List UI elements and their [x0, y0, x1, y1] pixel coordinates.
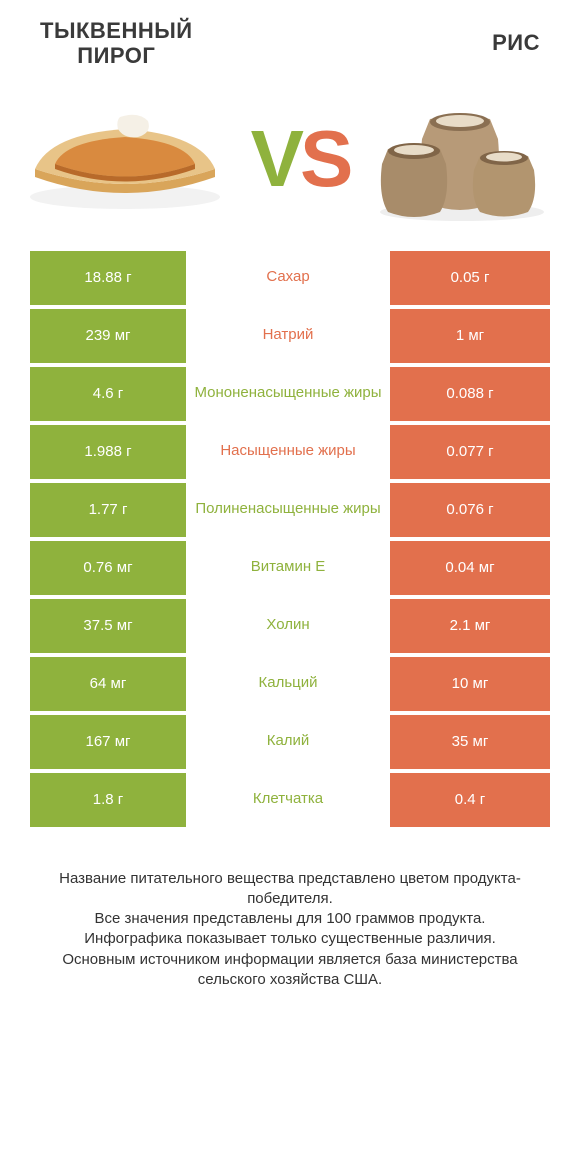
vs-s: S	[300, 113, 349, 205]
right-value: 0.04 мг	[390, 541, 550, 595]
left-product-title: ТЫКВЕННЫЙ ПИРОГ	[40, 18, 193, 69]
right-value: 0.4 г	[390, 773, 550, 827]
right-product-title: РИС	[492, 18, 540, 69]
footer-line: Основным источником информации является …	[30, 950, 550, 991]
right-value: 35 мг	[390, 715, 550, 769]
table-row: 0.76 мгВитамин E0.04 мг	[30, 541, 550, 599]
left-value: 239 мг	[30, 309, 190, 363]
nutrient-label: Мононенасыщенные жиры	[190, 367, 390, 421]
title-line: ТЫКВЕННЫЙ	[40, 18, 193, 43]
vs-label: VS	[251, 113, 350, 205]
nutrient-label: Клетчатка	[190, 773, 390, 827]
footer-notes: Название питательного вещества представл…	[0, 831, 580, 991]
right-value: 10 мг	[390, 657, 550, 711]
nutrient-label: Холин	[190, 599, 390, 653]
nutrient-label: Насыщенные жиры	[190, 425, 390, 479]
pumpkin-pie-icon	[20, 99, 230, 219]
right-value: 1 мг	[390, 309, 550, 363]
left-value: 1.8 г	[30, 773, 190, 827]
right-value: 2.1 мг	[390, 599, 550, 653]
right-value: 0.076 г	[390, 483, 550, 537]
hero-row: VS	[0, 69, 580, 239]
footer-line: Все значения представлены для 100 граммо…	[30, 909, 550, 929]
table-row: 4.6 гМононенасыщенные жиры0.088 г	[30, 367, 550, 425]
nutrient-label: Полиненасыщенные жиры	[190, 483, 390, 537]
footer-line: Инфографика показывает только существенн…	[30, 929, 550, 949]
footer-line: Название питательного вещества представл…	[30, 869, 550, 910]
table-row: 1.988 гНасыщенные жиры0.077 г	[30, 425, 550, 483]
nutrient-label: Кальций	[190, 657, 390, 711]
left-value: 4.6 г	[30, 367, 190, 421]
left-value: 64 мг	[30, 657, 190, 711]
table-row: 1.8 гКлетчатка0.4 г	[30, 773, 550, 831]
nutrient-label: Витамин E	[190, 541, 390, 595]
right-value: 0.077 г	[390, 425, 550, 479]
left-value: 0.76 мг	[30, 541, 190, 595]
right-value: 0.088 г	[390, 367, 550, 421]
nutrient-label: Натрий	[190, 309, 390, 363]
rice-bags-icon	[370, 94, 550, 224]
header: ТЫКВЕННЫЙ ПИРОГ РИС	[0, 0, 580, 69]
nutrient-label: Сахар	[190, 251, 390, 305]
left-value: 18.88 г	[30, 251, 190, 305]
nutrient-label: Калий	[190, 715, 390, 769]
table-row: 37.5 мгХолин2.1 мг	[30, 599, 550, 657]
table-row: 239 мгНатрий1 мг	[30, 309, 550, 367]
vs-v: V	[251, 113, 300, 205]
title-line: ПИРОГ	[40, 43, 193, 68]
left-value: 1.988 г	[30, 425, 190, 479]
right-value: 0.05 г	[390, 251, 550, 305]
left-value: 1.77 г	[30, 483, 190, 537]
left-value: 37.5 мг	[30, 599, 190, 653]
table-row: 167 мгКалий35 мг	[30, 715, 550, 773]
table-row: 64 мгКальций10 мг	[30, 657, 550, 715]
table-row: 1.77 гПолиненасыщенные жиры0.076 г	[30, 483, 550, 541]
table-row: 18.88 гСахар0.05 г	[30, 251, 550, 309]
comparison-table: 18.88 гСахар0.05 г239 мгНатрий1 мг4.6 гМ…	[0, 239, 580, 831]
left-value: 167 мг	[30, 715, 190, 769]
